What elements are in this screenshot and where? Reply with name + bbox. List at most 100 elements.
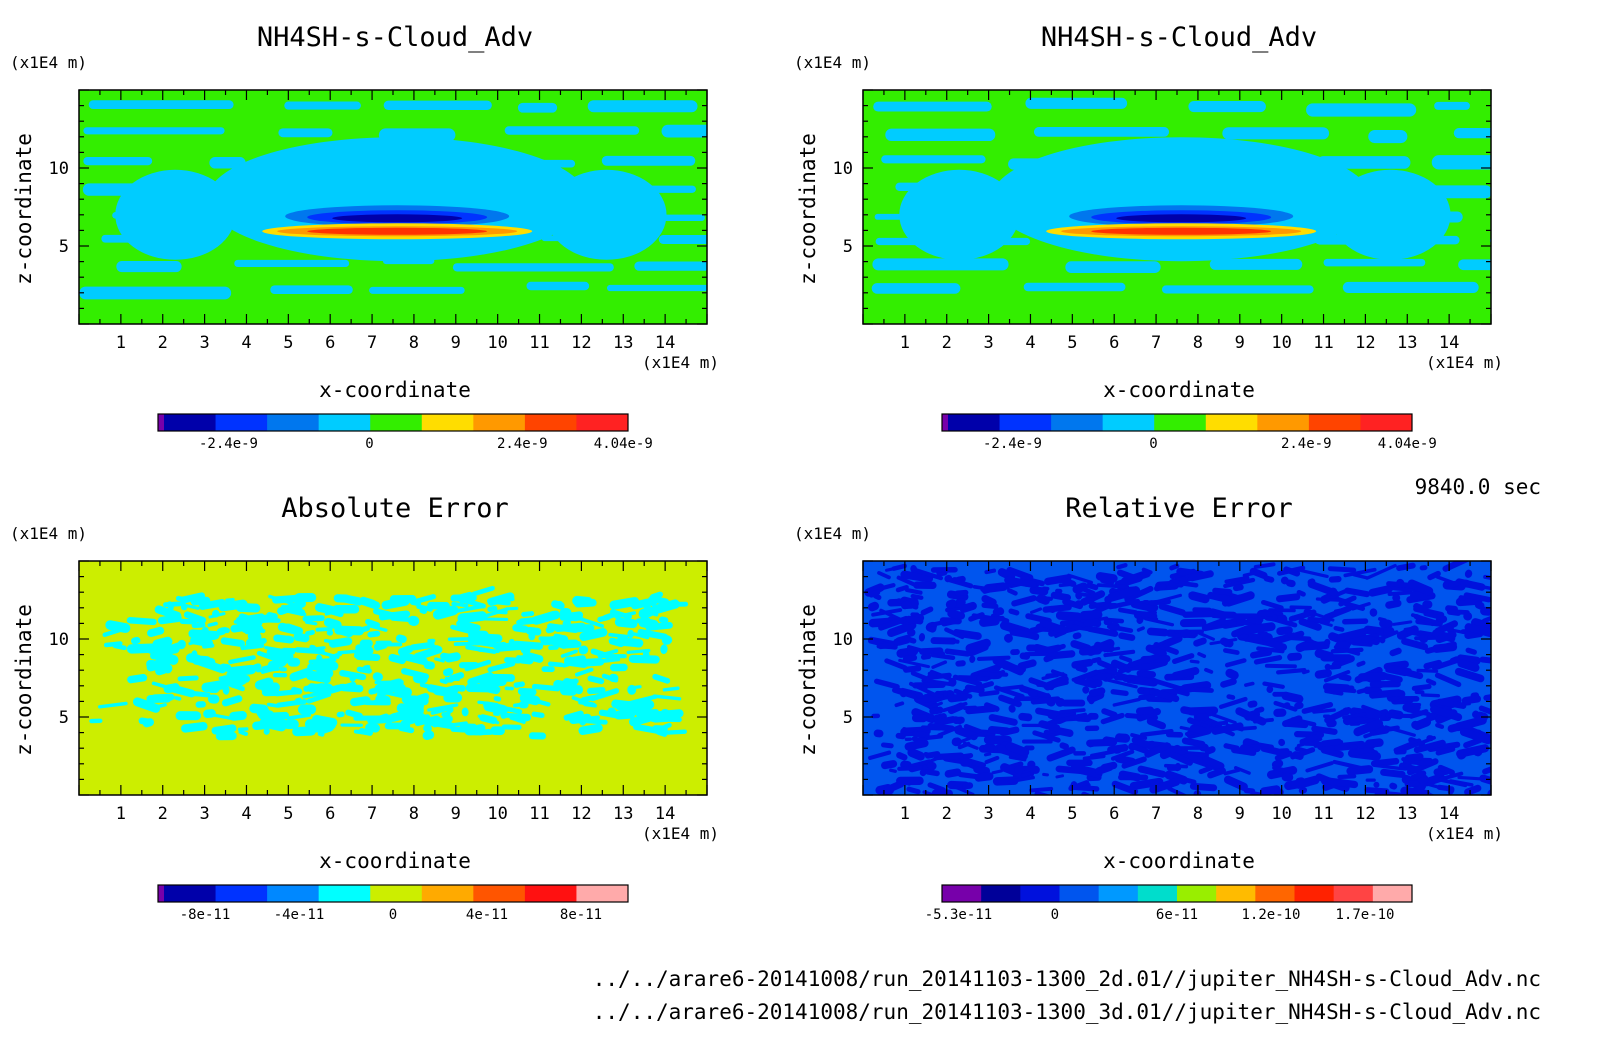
x-tick-label: 1 [116, 804, 126, 824]
x-tick-label: 2 [158, 804, 168, 824]
field-pattern [864, 561, 1491, 795]
colorbar-tick-label: -2.4e-9 [983, 436, 1042, 452]
x-tick-label: 12 [1355, 333, 1375, 353]
x-tick-label: 4 [1025, 333, 1035, 353]
colorbar-cell [1257, 414, 1310, 431]
x-tick-label: 12 [571, 804, 591, 824]
colorbar-cell [1059, 885, 1100, 902]
colorbar-cell [1098, 885, 1139, 902]
y-axis-unit: (x1E4 m) [10, 524, 87, 543]
chart-panel-3: Absolute Error(x1E4 m)1 2 3 4 5 6 7 8 9 10 11 12 13 1… [10, 493, 719, 923]
colorbar-tick-label: 4e-11 [466, 907, 508, 923]
colorbar-cell [1102, 414, 1155, 431]
x-tick-label: 3 [199, 333, 209, 353]
colorbar-cell [576, 414, 629, 431]
colorbar-tick-label: 0 [365, 436, 373, 452]
colorbar-cell [318, 414, 371, 431]
chart-title: NH4SH-s-Cloud_Adv [257, 22, 533, 53]
colorbar-cell [981, 885, 1021, 902]
colorbar-tick-label: 1.2e-10 [1241, 907, 1300, 923]
colorbar-cell [473, 414, 526, 431]
x-tick-label: 14 [1439, 333, 1459, 353]
axis-ticks [862, 560, 1492, 796]
x-axis-label: x-coordinate [319, 849, 471, 873]
colorbar-frame [941, 413, 1413, 432]
x-tick-label: 3 [983, 333, 993, 353]
x-tick-label: 9 [1235, 804, 1245, 824]
colorbar-cell [164, 414, 217, 431]
colorbar-frame [941, 884, 1413, 903]
x-axis-label: x-coordinate [1103, 378, 1255, 402]
colorbar-cell [158, 885, 165, 902]
y-tick-label: 10 [833, 159, 853, 179]
x-tick-label: 11 [529, 333, 549, 353]
axis-ticks [862, 89, 1492, 325]
colorbar-cell [1360, 414, 1413, 431]
chart-title: Relative Error [1065, 493, 1293, 524]
x-tick-label: 13 [1397, 333, 1417, 353]
x-tick-label: 13 [613, 333, 633, 353]
field-pattern [79, 100, 707, 300]
colorbar-tick-label: 1.7e-10 [1335, 907, 1394, 923]
y-axis-unit: (x1E4 m) [10, 53, 87, 72]
x-tick-label: 6 [1109, 804, 1119, 824]
x-tick-label: 12 [571, 333, 591, 353]
x-tick-label: 9 [451, 804, 461, 824]
x-tick-label: 11 [529, 804, 549, 824]
chart-title: NH4SH-s-Cloud_Adv [1041, 22, 1317, 53]
axis-ticks [78, 560, 708, 796]
y-axis-label: z-coordinate [796, 604, 820, 756]
x-tick-label: 13 [613, 804, 633, 824]
x-tick-label: 5 [1067, 333, 1077, 353]
x-tick-label: 5 [283, 804, 293, 824]
x-tick-label: 1 [900, 804, 910, 824]
colorbar-cell [158, 414, 165, 431]
x-axis-unit: (x1E4 m) [1426, 353, 1503, 372]
x-axis-unit: (x1E4 m) [642, 824, 719, 843]
colorbar-cell [1216, 885, 1256, 902]
colorbar-cell [370, 414, 423, 431]
colorbar-tick-label: 0 [1149, 436, 1157, 452]
colorbar-cell [1177, 885, 1217, 902]
axis-ticks [78, 89, 708, 325]
colorbar-cell [524, 414, 577, 431]
x-tick-label: 4 [241, 333, 251, 353]
colorbar-tick-label: -2.4e-9 [199, 436, 258, 452]
colorbar-cell [267, 885, 320, 902]
colorbar-tick-label: 2.4e-9 [1281, 436, 1332, 452]
y-tick-label: 10 [833, 630, 853, 650]
x-axis-label: x-coordinate [1103, 849, 1255, 873]
colorbar-cell [370, 885, 423, 902]
colorbar-cell [1154, 414, 1207, 431]
colorbar-cell [999, 414, 1052, 431]
x-tick-label: 3 [199, 804, 209, 824]
field-pattern [871, 97, 1491, 294]
colorbar-cell [1051, 414, 1104, 431]
colorbar-frame [157, 413, 629, 432]
colorbar-tick-label: 8e-11 [560, 907, 602, 923]
x-tick-label: 6 [325, 333, 335, 353]
colorbar-cell [421, 885, 474, 902]
colorbar-cell [318, 885, 371, 902]
y-axis-unit: (x1E4 m) [794, 53, 871, 72]
x-axis-label: x-coordinate [319, 378, 471, 402]
x-tick-label: 12 [1355, 804, 1375, 824]
y-tick-label: 5 [59, 708, 69, 728]
field-pattern [89, 585, 689, 741]
y-tick-label: 10 [49, 630, 69, 650]
x-tick-label: 10 [487, 804, 507, 824]
x-tick-label: 8 [409, 804, 419, 824]
colorbar-cell [524, 885, 577, 902]
x-tick-label: 1 [116, 333, 126, 353]
colorbar-cell [1308, 414, 1361, 431]
colorbar-cell [215, 414, 268, 431]
y-axis-label: z-coordinate [12, 133, 36, 285]
colorbar-tick-label: 0 [1051, 907, 1059, 923]
colorbar-cell [1333, 885, 1374, 902]
colorbar-cell [164, 885, 217, 902]
x-tick-label: 9 [1235, 333, 1245, 353]
x-tick-label: 10 [1271, 333, 1291, 353]
colorbar-tick-label: 4.04e-9 [594, 436, 653, 452]
colorbar-cell [1137, 885, 1178, 902]
